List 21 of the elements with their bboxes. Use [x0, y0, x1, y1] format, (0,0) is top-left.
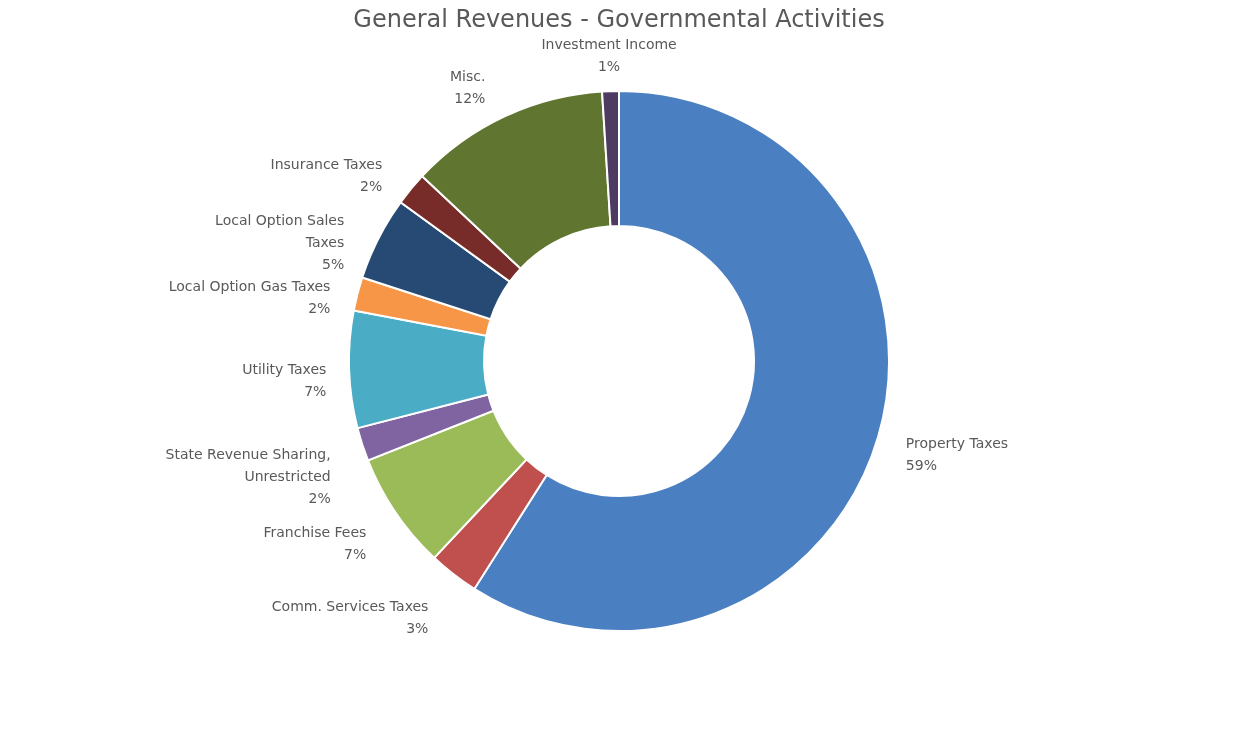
slice-label: Comm. Services Taxes — [271, 597, 429, 614]
data-label: 7% — [344, 545, 367, 562]
data-label: 2% — [308, 489, 331, 506]
slice-label: Misc. — [450, 68, 486, 85]
slice-label: State Revenue Sharing, Unrestricted — [165, 445, 331, 484]
chart-title: General Revenues - Governmental Activities — [353, 5, 885, 33]
slice-label: Investment Income — [541, 36, 677, 53]
slice-label: Local Option Gas Taxes — [168, 277, 331, 294]
data-label: 2% — [360, 178, 383, 195]
slice-label: Franchise Fees — [263, 523, 367, 540]
data-label: 5% — [322, 256, 345, 273]
slice-label: Local Option Sales Taxes — [215, 212, 345, 251]
data-label: 59% — [905, 457, 937, 474]
slice-label: Property Taxes — [905, 435, 1009, 452]
data-label: 3% — [406, 619, 429, 636]
data-label: 7% — [304, 383, 327, 400]
data-label: 2% — [308, 299, 331, 316]
slice-label: Utility Taxes — [242, 361, 327, 378]
data-label: 1% — [597, 58, 621, 75]
slice-label: Insurance Taxes — [270, 156, 383, 173]
data-label: 12% — [454, 90, 486, 107]
